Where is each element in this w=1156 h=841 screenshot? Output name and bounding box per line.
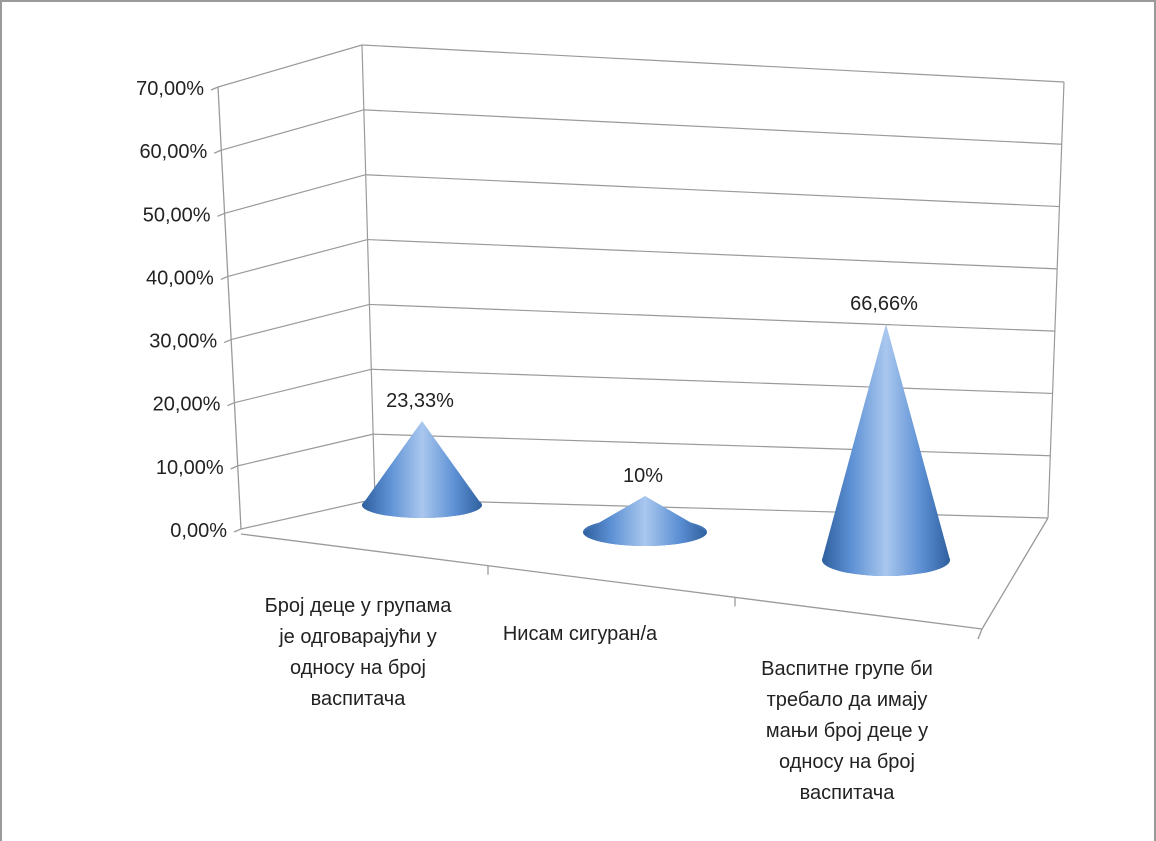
category-label-line: мањи број деце у	[766, 720, 928, 742]
y-tick-mark	[223, 338, 232, 344]
cone-mark	[583, 496, 707, 546]
y-axis-line	[217, 86, 242, 530]
axes	[210, 44, 1065, 640]
floor-right-edge	[981, 517, 1049, 630]
category-label: Нисам сигуран/а	[503, 623, 658, 645]
side-gridline	[227, 238, 368, 278]
back-gridline	[367, 238, 1058, 270]
category-label-line: Васпитне групе би	[761, 658, 933, 680]
category-label: Број деце у групама је одговарајући у одно…	[265, 595, 453, 710]
back-gridline	[373, 433, 1051, 457]
back-right-edge	[1047, 81, 1065, 519]
cones	[362, 324, 950, 576]
back-left-edge	[361, 44, 376, 500]
y-tick-mark	[233, 528, 242, 533]
back-gridline	[365, 174, 1060, 208]
side-gridline	[230, 303, 370, 341]
side-gridline	[224, 174, 366, 214]
y-tick-label: 50,00%	[143, 204, 211, 226]
y-tick-label: 40,00%	[146, 267, 214, 289]
y-tick-mark	[220, 275, 229, 281]
cone-mark	[822, 324, 950, 576]
x-axis-line	[240, 533, 983, 630]
data-label: 10%	[623, 465, 663, 487]
category-label-line: је одговарајући у	[278, 626, 437, 648]
y-tick-label: 10,00%	[156, 457, 224, 479]
category-label-line: требало да имају	[767, 689, 928, 711]
category-label-line: Нисам сигуран/а	[503, 623, 658, 645]
y-tick-label: 30,00%	[149, 331, 217, 353]
cone-mark	[362, 421, 482, 518]
data-labels: 23,33% 10% 66,66%	[386, 293, 918, 487]
y-tick-label: 70,00%	[136, 78, 204, 100]
side-gridline	[234, 368, 372, 404]
y-tick-mark	[217, 212, 225, 217]
side-gridline	[217, 44, 363, 88]
y-tick-mark	[210, 86, 219, 91]
category-label-line: односу на број	[779, 751, 915, 773]
data-label: 23,33%	[386, 390, 454, 412]
category-label: Васпитне групе би требало да имају мањи бр…	[761, 658, 933, 804]
back-gridline	[369, 303, 1055, 332]
back-gridline	[363, 109, 1062, 145]
category-labels: Број деце у групама је одговарајући у одно…	[265, 595, 933, 804]
y-tick-mark	[230, 465, 238, 470]
side-gridline	[240, 498, 376, 530]
y-tick-label: 0,00%	[170, 520, 227, 542]
x-axis-end-tick	[977, 628, 983, 640]
back-gridline	[371, 368, 1053, 395]
category-label-line: васпитача	[800, 782, 896, 804]
side-gridline	[221, 109, 365, 151]
back-gridline	[361, 44, 1065, 83]
category-label-line: односу на број	[290, 657, 426, 679]
category-label-line: Број деце у групама	[265, 595, 453, 617]
y-tick-label: 60,00%	[139, 141, 207, 163]
data-label: 66,66%	[850, 293, 918, 315]
gridlines	[217, 44, 1065, 530]
y-tick-labels: 0,00% 10,00% 20,00% 30,00% 40,00% 50,00% 60,00…	[136, 78, 227, 542]
side-gridline	[237, 433, 374, 467]
y-tick-label: 20,00%	[153, 394, 221, 416]
y-tick-mark	[227, 402, 235, 407]
category-label-line: васпитача	[311, 688, 407, 710]
y-tick-mark	[214, 149, 222, 154]
